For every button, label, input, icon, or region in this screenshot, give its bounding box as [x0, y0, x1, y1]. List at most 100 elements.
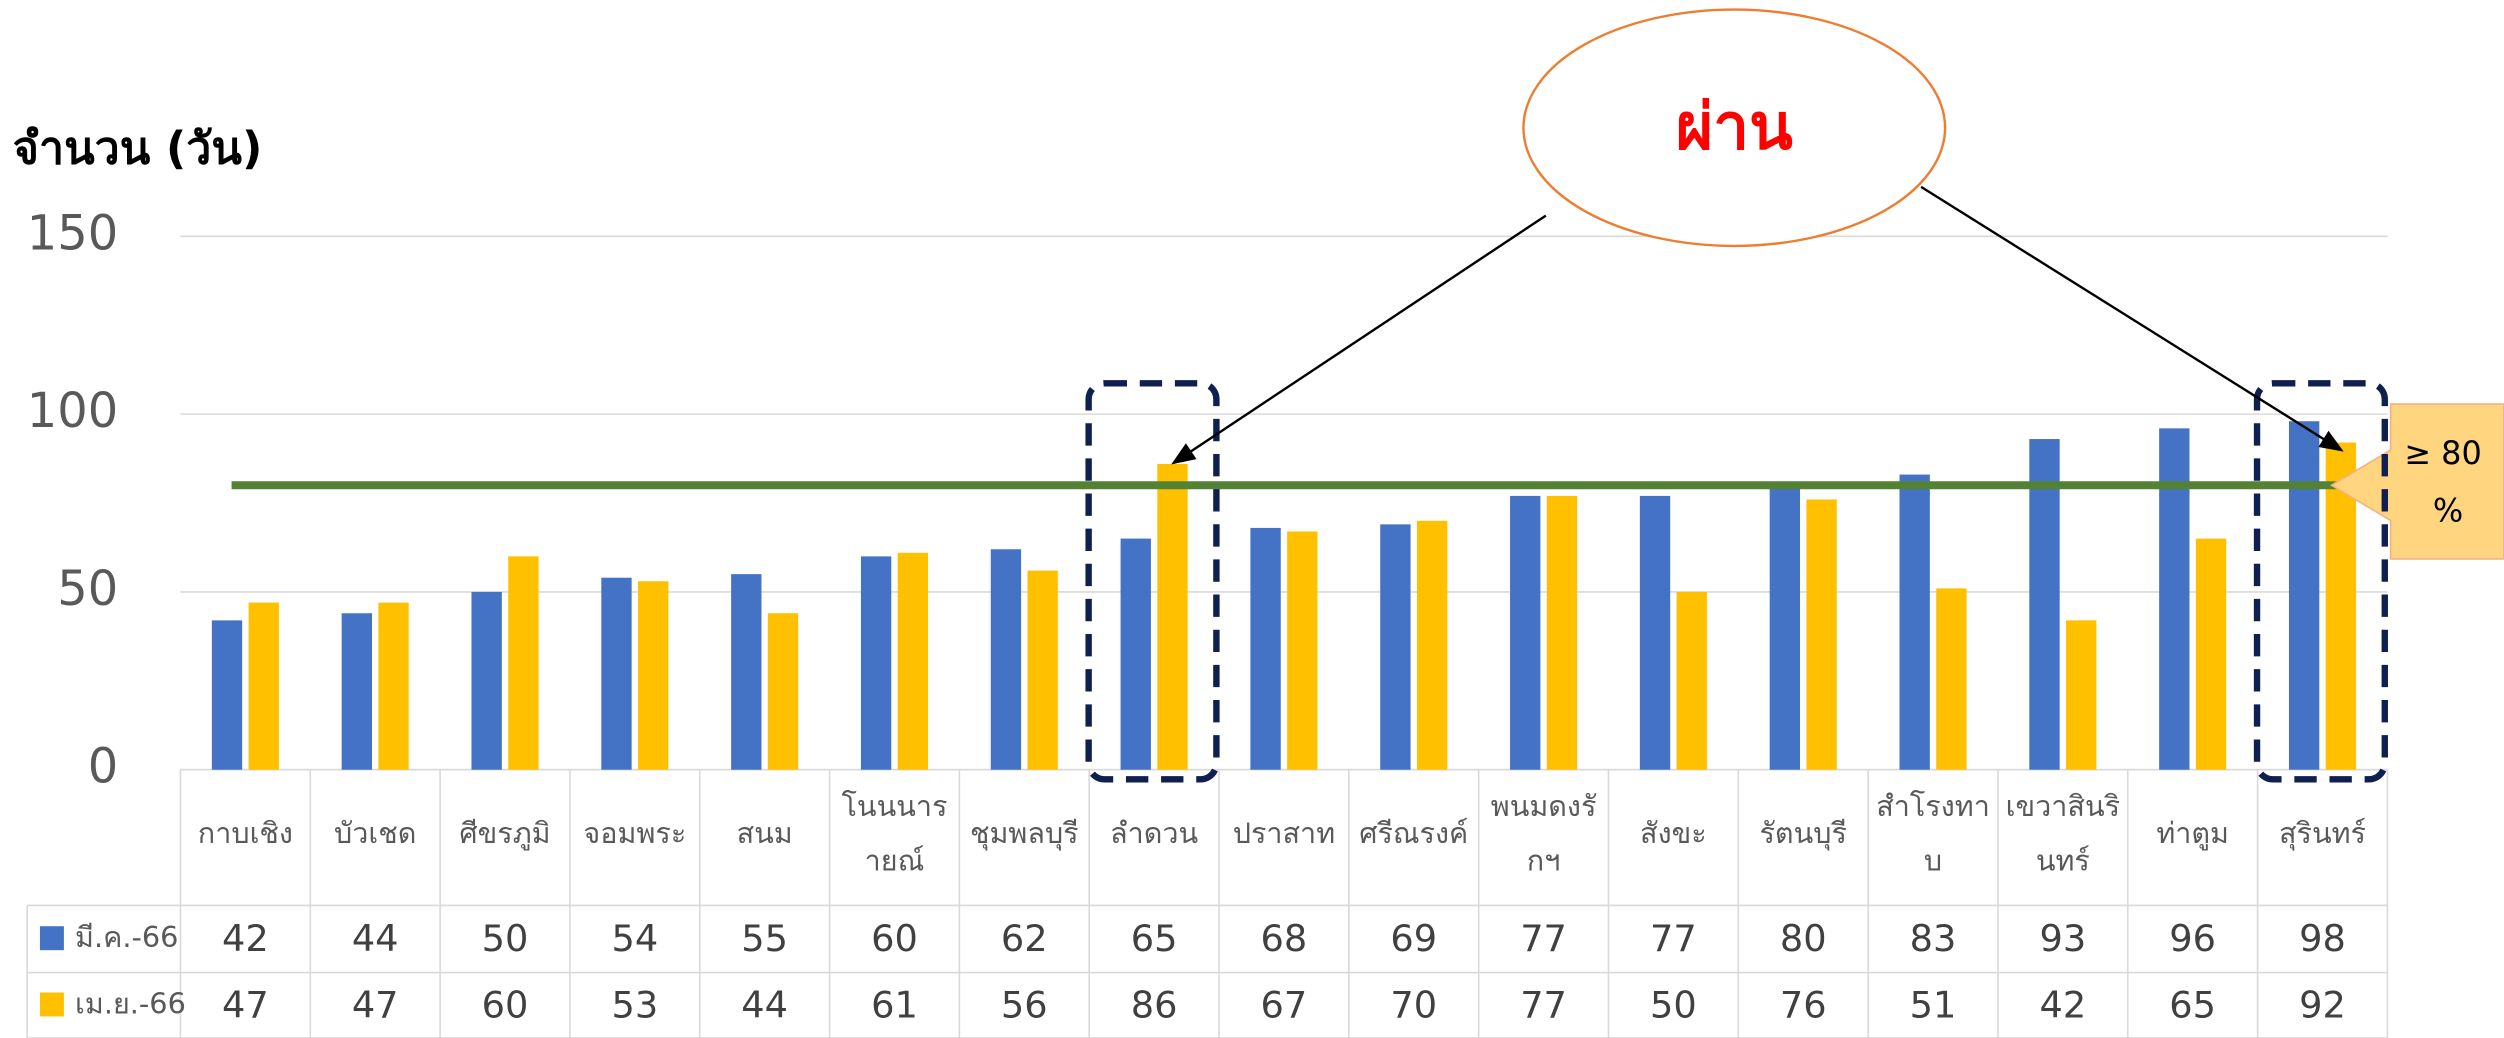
- y-tick-label: 150: [27, 206, 118, 261]
- table-value: 55: [741, 917, 788, 960]
- table-value: 92: [2299, 983, 2346, 1026]
- table-value: 83: [1910, 917, 1957, 960]
- annotation-arrow: [1171, 214, 1547, 465]
- bar: [508, 556, 539, 770]
- table-value: 47: [222, 983, 269, 1026]
- table-value: 42: [222, 917, 269, 960]
- table-value: 62: [1001, 917, 1048, 960]
- bar: [2159, 428, 2190, 770]
- x-tick-label: ลำดวน: [1110, 816, 1198, 850]
- bar: [1546, 495, 1578, 770]
- bar: [2288, 421, 2320, 770]
- bar: [897, 552, 929, 770]
- table-value: 50: [482, 917, 529, 960]
- bar: [1769, 485, 1801, 770]
- bar: [1287, 531, 1318, 770]
- x-tick-label: ศีขรภูมิ: [459, 816, 550, 851]
- x-tick-label: เขวาสินรินทร์: [2006, 789, 2120, 877]
- table-value: 77: [1520, 917, 1567, 960]
- bar: [211, 620, 243, 770]
- bar: [2195, 538, 2227, 770]
- highlight-box: [2253, 380, 2388, 783]
- bar: [341, 613, 373, 770]
- table-value: 44: [741, 983, 788, 1026]
- table-value: 44: [352, 917, 399, 960]
- bar: [990, 549, 1022, 770]
- bar: [2066, 620, 2097, 770]
- annotation-arrow: [1920, 185, 2344, 452]
- table-value: 56: [1001, 983, 1048, 1026]
- table-value: 60: [482, 983, 529, 1026]
- table-value: 47: [352, 983, 399, 1026]
- y-axis-label: จำนวน (วัน): [13, 122, 263, 175]
- x-tick-label: พนมดงรักฯ: [1491, 789, 1597, 877]
- bar: [1806, 499, 1837, 770]
- table-value: 96: [2169, 917, 2216, 960]
- legend-label: มี.ค.-66: [75, 920, 178, 954]
- bar: [471, 591, 502, 770]
- table-value: 53: [611, 983, 658, 1026]
- x-tick-label: จอมพระ: [583, 816, 686, 850]
- table-value: 65: [2169, 983, 2216, 1026]
- table-value: 98: [2299, 917, 2346, 960]
- bar: [1157, 463, 1188, 770]
- x-tick-label: ปราสาท: [1233, 816, 1335, 850]
- bar: [1416, 520, 1448, 770]
- table-value: 68: [1261, 917, 1308, 960]
- table-value: 76: [1780, 983, 1827, 1026]
- bar: [2029, 439, 2060, 770]
- table-value: 80: [1780, 917, 1827, 960]
- x-tick-label: รัตนบุรี: [1760, 816, 1847, 851]
- table-value: 69: [1390, 917, 1437, 960]
- bar: [378, 602, 409, 770]
- bar: [1250, 527, 1281, 770]
- x-tick-label: สังขะ: [1640, 816, 1707, 850]
- bar: [1639, 495, 1671, 770]
- table-value: 86: [1131, 983, 1178, 1026]
- x-tick-label: กาบเชิง: [198, 816, 293, 850]
- table-value: 42: [2039, 983, 2086, 1026]
- bar: [767, 613, 799, 770]
- x-tick-label: บัวเชด: [334, 816, 416, 850]
- legend-swatch: [39, 926, 64, 951]
- bar: [1380, 524, 1411, 770]
- bar: [248, 602, 279, 770]
- table-value: 61: [871, 983, 918, 1026]
- annotation-text: ผ่าน: [1676, 91, 1793, 165]
- y-tick-label: 0: [88, 740, 118, 795]
- table-value: 77: [1650, 917, 1697, 960]
- x-tick-label: ศรีณรงค์: [1359, 816, 1468, 850]
- x-tick-label: โนนนารายณ์: [842, 789, 948, 877]
- table-value: 67: [1261, 983, 1308, 1026]
- bar: [1027, 570, 1058, 770]
- table-value: 54: [611, 917, 658, 960]
- table-value: 77: [1520, 983, 1567, 1026]
- x-tick-label: สนม: [737, 816, 793, 850]
- x-tick-label: สำโรงทาบ: [1876, 789, 1990, 877]
- highlight-box: [1085, 380, 1220, 783]
- bar: [860, 556, 892, 770]
- table-value: 93: [2039, 917, 2086, 960]
- annotation-bubble: [1522, 8, 1947, 248]
- bar: [601, 577, 632, 770]
- x-tick-label: สุรินทร์: [2279, 816, 2366, 851]
- table-value: 60: [871, 917, 918, 960]
- bar: [1936, 588, 1967, 770]
- bar: [1899, 474, 1930, 770]
- threshold-label: ≥ 80 %: [2404, 434, 2492, 529]
- x-tick-label: ท่าตูม: [2156, 816, 2229, 851]
- y-tick-label: 50: [57, 562, 118, 617]
- table-value: 51: [1910, 983, 1957, 1026]
- bar: [1510, 495, 1541, 770]
- table-value: 70: [1390, 983, 1437, 1026]
- legend-swatch: [39, 992, 64, 1017]
- bar: [638, 581, 669, 770]
- threshold-callout: [2329, 403, 2504, 560]
- x-tick-label: ชุมพลบุรี: [970, 816, 1079, 851]
- bar: [731, 574, 762, 770]
- legend-label: เม.ย.-66: [75, 986, 186, 1020]
- bar: [1676, 591, 1707, 770]
- bar: [1120, 538, 1151, 770]
- table-value: 50: [1650, 983, 1697, 1026]
